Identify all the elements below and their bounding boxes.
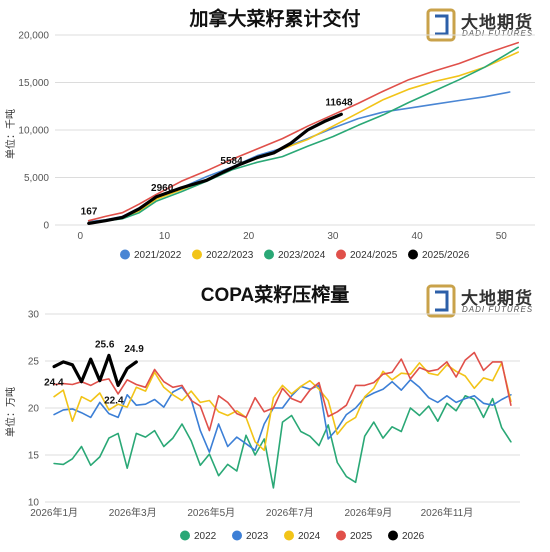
logo-name: 大地期货	[461, 289, 533, 308]
legend-label: 2025	[350, 531, 373, 542]
chart-title: 加拿大菜籽累计交付	[189, 9, 361, 30]
data-label: 22.4	[104, 395, 124, 406]
series-line-2024	[53, 362, 512, 452]
logo-name: 大地期货	[461, 13, 533, 32]
data-label: 5584	[220, 156, 243, 167]
data-label: 24.9	[124, 344, 144, 355]
data-label: 24.4	[44, 378, 64, 389]
x-tick-label: 30	[327, 231, 339, 242]
y-tick-label: 10	[28, 498, 40, 509]
legend-label: 2022	[194, 531, 217, 542]
legend-marker	[120, 249, 130, 260]
legend-marker	[264, 249, 274, 260]
legend-marker	[232, 530, 242, 541]
series-line-2023	[53, 379, 512, 453]
logo-subtitle: DADI FUTURES	[462, 29, 534, 38]
series-line-2024-2025	[87, 41, 520, 222]
legend-label: 2022/2023	[206, 250, 254, 261]
company-logo: 大地期货 DADI FUTURES	[425, 284, 540, 318]
data-label: 2960	[151, 183, 174, 194]
x-tick-label: 2026年9月	[344, 506, 392, 519]
legend-label: 2024/2025	[350, 250, 398, 261]
x-tick-label: 2026年1月	[30, 506, 78, 519]
legend-marker	[180, 530, 190, 541]
legend-marker	[284, 530, 294, 541]
series-line-2022	[53, 395, 512, 489]
legend-label: 2026	[402, 531, 425, 542]
y-tick-label: 15	[28, 451, 40, 462]
chart-top-svg: 0 5,000 10,000 15,000 20,000 0 10 20 30 40 50 单位：千吨…	[4, 31, 535, 261]
series-line-2026	[52, 353, 138, 388]
x-tick-label: 40	[412, 231, 424, 242]
legend-label: 2023/2024	[278, 250, 326, 261]
legend-marker	[408, 249, 418, 260]
x-tick-label: 20	[243, 231, 255, 242]
data-label: 25.6	[95, 339, 115, 350]
legend-marker	[336, 249, 346, 260]
x-tick-label: 50	[496, 231, 508, 242]
legend-marker	[192, 249, 202, 260]
legend-label: 2021/2022	[134, 250, 182, 261]
y-tick-label: 25	[28, 357, 40, 368]
x-tick-label: 2026年3月	[109, 506, 157, 519]
series-line-2025-2026	[87, 112, 343, 225]
data-label: 167	[81, 206, 98, 217]
series-line-2023-2024	[87, 46, 520, 224]
data-label: 11648	[325, 97, 353, 108]
x-tick-label: 2026年11月	[421, 506, 474, 519]
x-tick-label: 2026年5月	[187, 506, 235, 519]
chart-panel-bottom: COPA菜籽压榨量 大地期货 DADI FUTURES 10 15 20 25 30 20…	[0, 276, 550, 552]
legend-label: 2025/2026	[422, 250, 470, 261]
y-tick-label: 10,000	[18, 126, 49, 137]
x-tick-label: 10	[159, 231, 171, 242]
chart-title: COPA菜籽压榨量	[200, 285, 350, 306]
y-tick-label: 15,000	[18, 78, 49, 89]
legend-label: 2024	[298, 531, 321, 542]
x-tick-label: 0	[77, 231, 83, 242]
x-tick-label: 2026年7月	[266, 506, 314, 519]
series-line-2025	[53, 351, 512, 432]
legend-marker	[336, 530, 346, 541]
y-tick-label: 5,000	[24, 173, 49, 184]
y-tick-label: 20,000	[18, 31, 49, 42]
y-axis-label: 单位：万吨	[4, 387, 17, 437]
company-logo: 大地期货 DADI FUTURES	[425, 8, 540, 42]
logo-mark-icon	[426, 284, 456, 318]
y-tick-label: 20	[28, 404, 40, 415]
y-tick-label: 30	[28, 310, 40, 321]
legend-label: 2023	[246, 531, 269, 542]
y-tick-label: 0	[43, 221, 49, 232]
logo-mark-icon	[426, 8, 456, 42]
chart-panel-top: 加拿大菜籽累计交付 大地期货 DADI FUTURES 0 5,000 10,000…	[0, 0, 550, 272]
y-axis-label: 单位：千吨	[4, 109, 17, 159]
legend-marker	[388, 530, 398, 541]
logo-subtitle: DADI FUTURES	[462, 305, 534, 314]
